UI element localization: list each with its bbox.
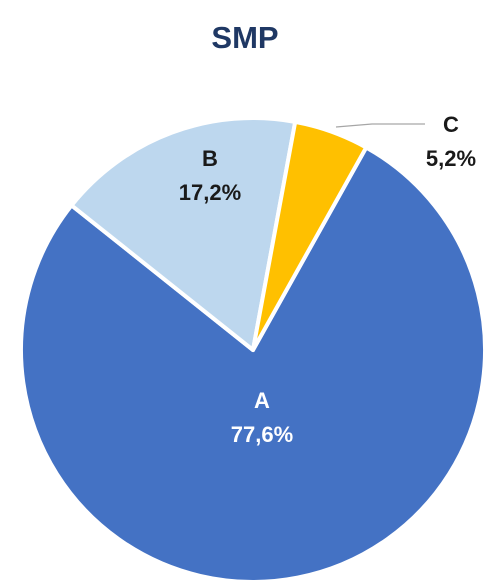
leader-line — [335, 123, 425, 128]
slice-label-value: 77,6% — [231, 422, 293, 447]
slice-label-name: A — [254, 388, 270, 413]
slice-label-value: 5,2% — [426, 146, 476, 171]
chart-title: SMP — [211, 20, 278, 55]
pie-slice — [251, 119, 369, 352]
pie-slice — [19, 145, 487, 583]
slice-label-value: 17,2% — [179, 180, 241, 205]
slice-label-name: C — [443, 112, 459, 137]
pie-slice — [69, 116, 298, 352]
slice-label-name: B — [202, 146, 218, 171]
